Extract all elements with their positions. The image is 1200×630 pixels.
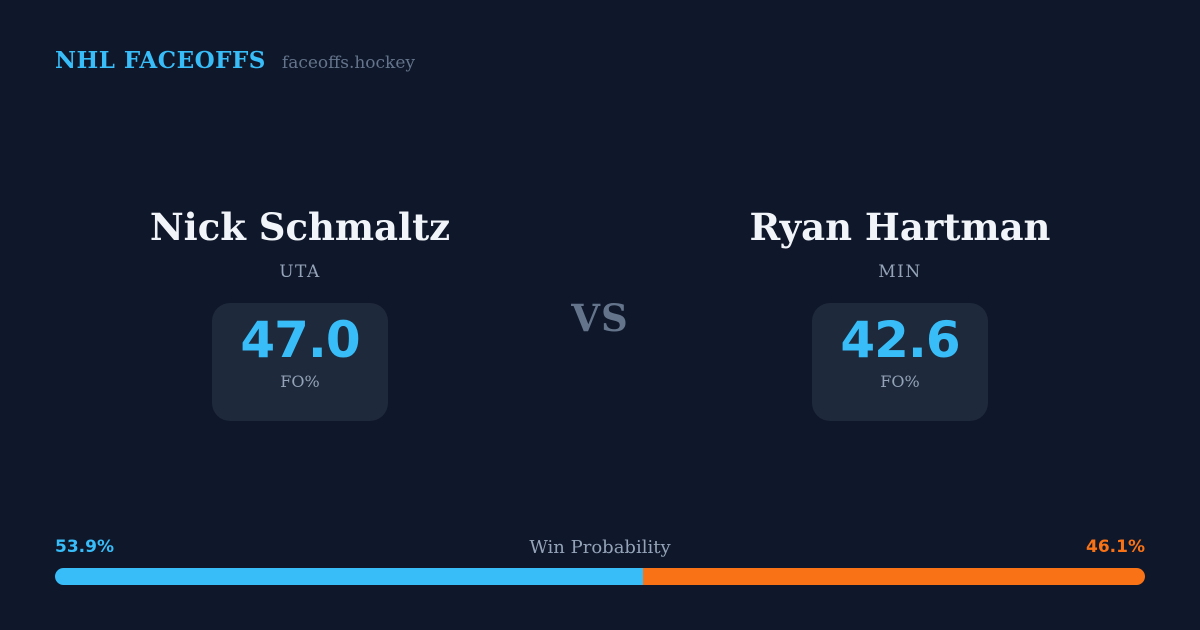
left-win-pct: 53.9% [55, 537, 114, 557]
player-team: UTA [279, 261, 321, 282]
win-probability-title: Win Probability [529, 537, 671, 558]
win-probability-labels: 53.9% Win Probability 46.1% [55, 537, 1145, 559]
right-win-pct: 46.1% [1086, 537, 1145, 557]
win-probability-bar [55, 568, 1145, 585]
matchup-row: Nick Schmaltz UTA 47.0 FO% Ryan Hartman … [0, 207, 1200, 421]
faceoff-pct-value: 42.6 [840, 310, 960, 369]
left-probability-segment [55, 568, 643, 585]
player-right: Ryan Hartman MIN 42.6 FO% [600, 207, 1200, 421]
faceoff-pct-label: FO% [880, 371, 920, 391]
brand-title: NHL FACEOFFS [55, 47, 266, 74]
player-team: MIN [878, 261, 922, 282]
player-left: Nick Schmaltz UTA 47.0 FO% [0, 207, 600, 421]
right-probability-segment [642, 568, 1145, 585]
player-name: Ryan Hartman [749, 205, 1051, 249]
player-name: Nick Schmaltz [149, 205, 451, 249]
stat-box: 47.0 FO% [212, 302, 388, 421]
faceoff-pct-value: 47.0 [240, 310, 360, 369]
header: NHL FACEOFFS faceoffs.hockey [55, 47, 415, 74]
site-url: faceoffs.hockey [281, 53, 416, 73]
win-probability-section: 53.9% Win Probability 46.1% [55, 537, 1145, 585]
faceoff-pct-label: FO% [280, 371, 320, 391]
stat-box: 42.6 FO% [812, 302, 988, 421]
vs-label: VS [571, 296, 629, 340]
